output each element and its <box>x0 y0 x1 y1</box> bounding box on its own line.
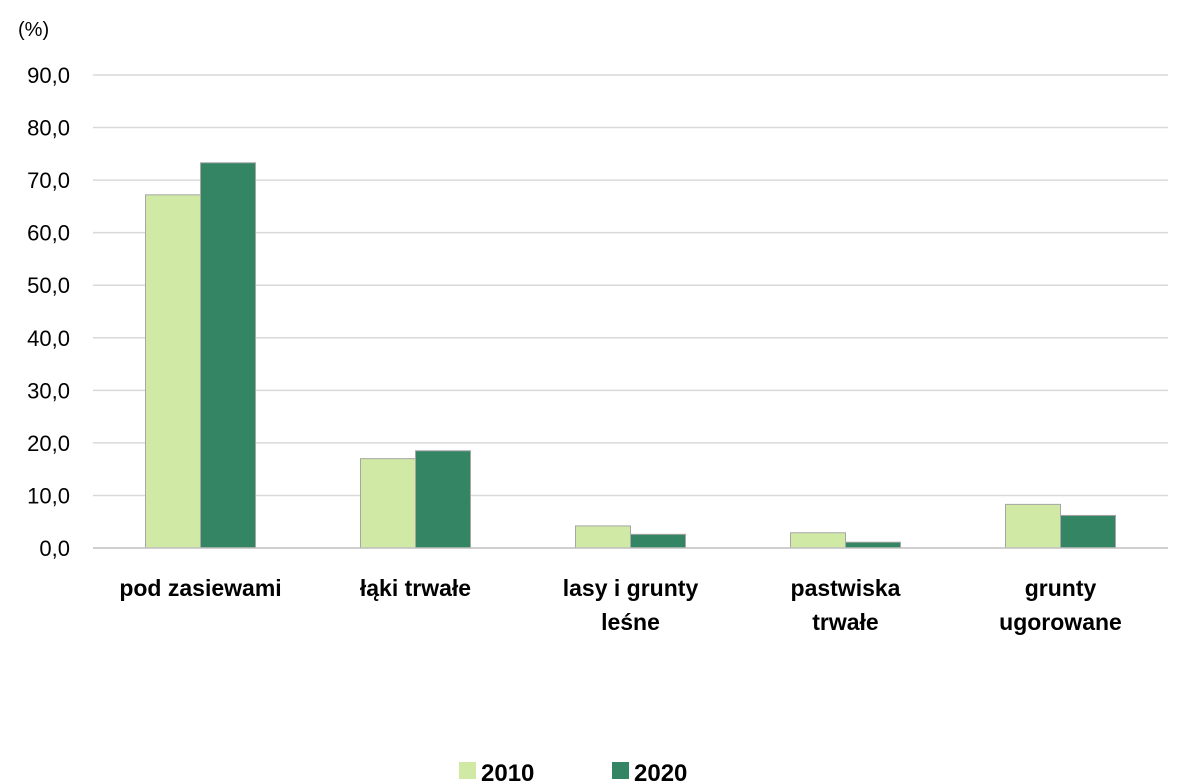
y-tick-label: 90,0 <box>27 63 70 88</box>
x-category-label: pastwiska trwałe <box>791 575 901 635</box>
bar-2020-3 <box>845 541 901 549</box>
legend: 2010 2020 <box>459 760 687 783</box>
legend-label: 2010 <box>481 760 534 783</box>
gridlines <box>93 74 1168 497</box>
y-tick-label: 30,0 <box>27 378 70 403</box>
bar-2020-0 <box>200 162 256 549</box>
bar-2010-2 <box>575 525 631 549</box>
legend-swatch-2010 <box>459 762 476 779</box>
x-category-label: łąki trwałe <box>360 575 471 601</box>
x-category-label-line: łąki trwałe <box>360 575 471 601</box>
x-category-label: pod zasiewami <box>119 575 281 601</box>
x-axis-category-labels: pod zasiewami łąki trwałe lasy i grunty leś… <box>119 575 1122 635</box>
bar-2010-0 <box>145 194 201 549</box>
legend-label: 2020 <box>634 760 687 783</box>
y-tick-label: 60,0 <box>27 221 70 246</box>
y-tick-label: 80,0 <box>27 116 70 141</box>
x-category-label-line: ugorowane <box>999 609 1122 635</box>
legend-swatch-2020 <box>612 762 629 779</box>
y-tick-label: 70,0 <box>27 168 70 193</box>
y-tick-label: 50,0 <box>27 273 70 298</box>
bar-2020-4 <box>1060 514 1116 549</box>
bars <box>145 162 1116 549</box>
y-tick-label: 0,0 <box>39 536 70 561</box>
x-category-label: lasy i grunty leśne <box>563 575 699 635</box>
x-category-label-line: pod zasiewami <box>119 575 281 601</box>
x-category-label-line: pastwiska <box>791 575 901 601</box>
y-axis-unit-label: (%) <box>18 19 49 41</box>
bar-2020-2 <box>630 533 686 549</box>
y-tick-label: 40,0 <box>27 326 70 351</box>
bar-2010-4 <box>1005 503 1061 549</box>
bar-2010-3 <box>790 532 846 549</box>
x-category-label-line: leśne <box>601 609 660 635</box>
y-axis-ticks: 0,0 10,0 20,0 30,0 40,0 50,0 60,0 70,0 80,0 90,0 <box>27 63 70 561</box>
x-category-label-line: trwałe <box>812 609 878 635</box>
x-category-label-line: grunty <box>1025 575 1097 601</box>
y-tick-label: 10,0 <box>27 483 70 508</box>
x-category-label: grunty ugorowane <box>999 575 1122 635</box>
y-tick-label: 20,0 <box>27 431 70 456</box>
x-category-label-line: lasy i grunty <box>563 575 699 601</box>
bar-2020-1 <box>415 450 471 549</box>
bar-2010-1 <box>360 458 416 549</box>
